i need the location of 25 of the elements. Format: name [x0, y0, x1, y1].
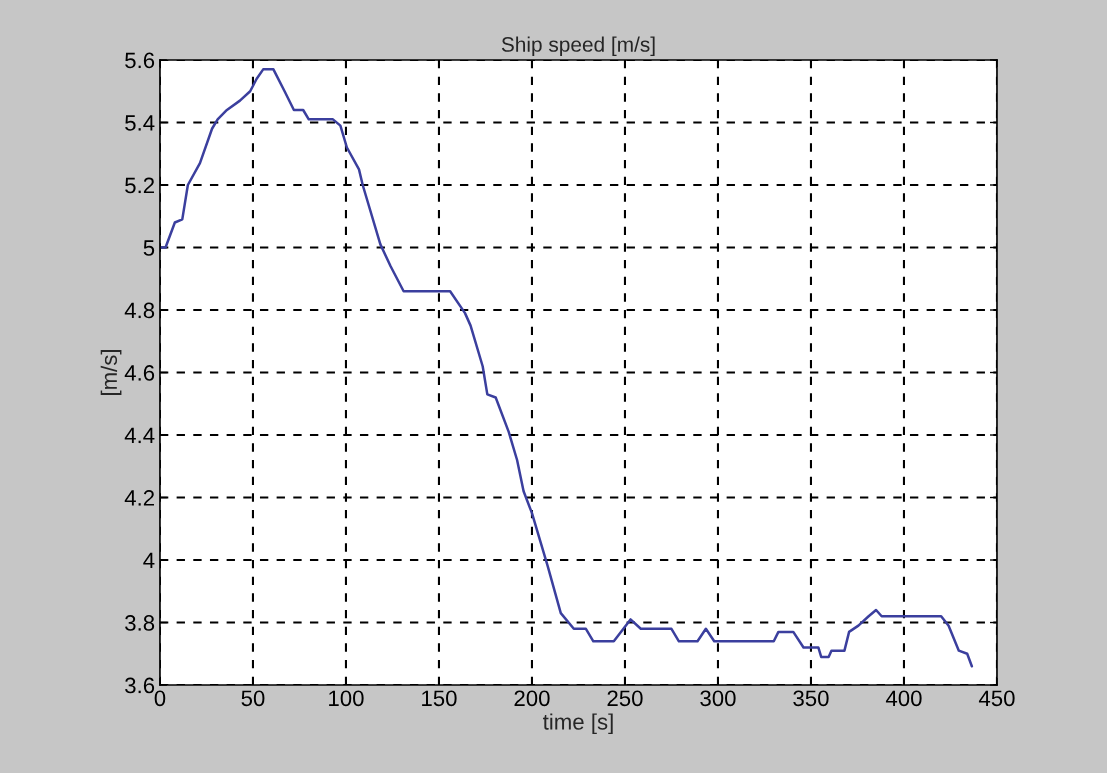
x-tick-label: 0 — [154, 690, 166, 707]
x-tick-label: 350 — [793, 690, 829, 707]
x-tick-label: 150 — [422, 690, 457, 707]
chart-title: Ship speed [m/s] — [501, 36, 655, 56]
x-tick-label: 200 — [514, 690, 550, 707]
x-tick-label: 250 — [607, 690, 643, 707]
y-tick-label: 5.4 — [125, 115, 155, 131]
y-tick-label: 3.6 — [125, 677, 155, 694]
y-tick-label: 5.6 — [125, 52, 155, 69]
y-tick-label: 4.2 — [124, 490, 154, 506]
y-tick-label: 4.4 — [124, 427, 155, 444]
y-tick-label: 4.6 — [124, 365, 155, 381]
x-axis-title: time [s] — [542, 713, 613, 735]
y-tick-label: 3.8 — [125, 615, 155, 631]
x-tick-label: 400 — [885, 690, 922, 707]
x-tick-label: 450 — [978, 690, 1015, 707]
x-tick-label: 300 — [700, 690, 736, 707]
y-tick-label: 5.2 — [125, 177, 154, 194]
y-tick-label: 4 — [143, 552, 155, 569]
x-tick-label: 100 — [329, 690, 364, 707]
y-tick-label: 5 — [143, 240, 155, 256]
y-tick-label: 4.8 — [124, 302, 155, 319]
line-series — [159, 68, 974, 668]
x-tick-label: 50 — [241, 690, 265, 707]
y-axis-title: [m/s] — [100, 350, 122, 395]
